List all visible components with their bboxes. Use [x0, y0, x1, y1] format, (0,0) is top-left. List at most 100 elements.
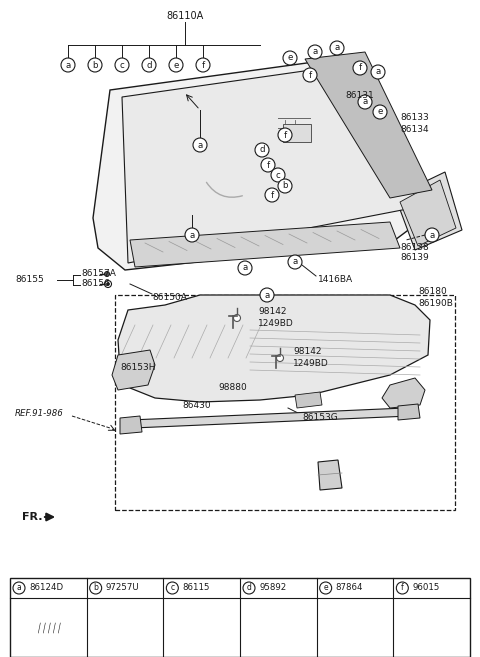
Text: a: a: [375, 68, 381, 76]
Circle shape: [185, 228, 199, 242]
Circle shape: [308, 45, 322, 59]
Circle shape: [288, 255, 302, 269]
Circle shape: [303, 68, 317, 82]
Circle shape: [276, 355, 284, 361]
Circle shape: [278, 128, 292, 142]
Text: 86115: 86115: [182, 583, 210, 593]
Polygon shape: [398, 404, 420, 420]
Text: a: a: [430, 231, 434, 240]
Bar: [115, 295, 455, 510]
Text: 86153H: 86153H: [120, 363, 156, 373]
Text: f: f: [202, 60, 204, 70]
Text: a: a: [292, 258, 298, 267]
Text: 86133: 86133: [400, 114, 429, 122]
Text: a: a: [242, 263, 248, 273]
Text: 86124D: 86124D: [29, 583, 63, 593]
Text: 86138: 86138: [400, 244, 429, 252]
FancyBboxPatch shape: [113, 616, 137, 640]
Circle shape: [353, 61, 367, 75]
Text: a: a: [264, 290, 270, 300]
Text: d: d: [146, 60, 152, 70]
Polygon shape: [400, 180, 456, 246]
Circle shape: [320, 582, 332, 594]
Circle shape: [330, 41, 344, 55]
Circle shape: [373, 105, 387, 119]
Text: 1249BD: 1249BD: [293, 359, 329, 367]
Text: a: a: [190, 231, 194, 240]
Circle shape: [107, 283, 109, 286]
Text: c: c: [120, 60, 124, 70]
Text: 98880: 98880: [218, 384, 247, 392]
Polygon shape: [318, 460, 342, 490]
Circle shape: [167, 582, 179, 594]
Bar: [442, 624, 447, 632]
Circle shape: [260, 288, 274, 302]
Circle shape: [193, 138, 207, 152]
FancyBboxPatch shape: [418, 618, 445, 637]
FancyBboxPatch shape: [119, 622, 131, 634]
Text: f: f: [359, 64, 361, 72]
Circle shape: [61, 58, 75, 72]
Text: b: b: [282, 181, 288, 191]
Text: 86156: 86156: [81, 279, 110, 288]
Text: e: e: [173, 60, 179, 70]
Circle shape: [265, 188, 279, 202]
Circle shape: [90, 582, 102, 594]
Text: e: e: [377, 108, 383, 116]
Polygon shape: [93, 55, 435, 270]
Text: 86150A: 86150A: [152, 294, 187, 302]
Polygon shape: [295, 392, 322, 408]
Text: f: f: [401, 583, 404, 593]
Text: a: a: [312, 47, 318, 57]
Circle shape: [238, 261, 252, 275]
Polygon shape: [118, 295, 430, 402]
Text: 86190B: 86190B: [418, 298, 453, 307]
Text: f: f: [266, 160, 270, 170]
FancyBboxPatch shape: [185, 616, 218, 639]
Polygon shape: [382, 378, 425, 408]
Text: 86430: 86430: [182, 401, 211, 411]
Text: 86180: 86180: [418, 288, 447, 296]
Text: 97257U: 97257U: [106, 583, 139, 593]
Circle shape: [13, 582, 25, 594]
Text: a: a: [197, 141, 203, 150]
Text: 1416BA: 1416BA: [318, 275, 353, 284]
Text: f: f: [270, 191, 274, 200]
Text: FR.: FR.: [22, 512, 43, 522]
Polygon shape: [120, 416, 142, 434]
Text: e: e: [288, 53, 293, 62]
Circle shape: [169, 58, 183, 72]
Circle shape: [271, 168, 285, 182]
Circle shape: [261, 158, 275, 172]
Text: b: b: [92, 60, 98, 70]
Text: a: a: [65, 60, 71, 70]
Text: 86155: 86155: [15, 275, 44, 284]
Circle shape: [243, 582, 255, 594]
Circle shape: [255, 143, 269, 157]
Polygon shape: [130, 408, 410, 428]
Circle shape: [273, 625, 283, 635]
Text: 86131: 86131: [345, 91, 374, 99]
FancyBboxPatch shape: [30, 620, 66, 636]
Text: 98142: 98142: [258, 307, 287, 317]
Text: f: f: [309, 70, 312, 79]
Text: 86157A: 86157A: [81, 269, 116, 277]
Text: f: f: [283, 131, 287, 139]
Text: 86110A: 86110A: [167, 11, 204, 21]
Text: a: a: [335, 43, 340, 53]
Circle shape: [88, 58, 102, 72]
Circle shape: [115, 58, 129, 72]
Polygon shape: [341, 620, 369, 632]
Polygon shape: [112, 350, 155, 390]
Text: REF.91-986: REF.91-986: [15, 409, 64, 417]
Text: c: c: [276, 171, 280, 179]
Text: 86134: 86134: [400, 124, 429, 133]
Circle shape: [283, 51, 297, 65]
Text: 95892: 95892: [259, 583, 286, 593]
Text: a: a: [17, 583, 22, 593]
Polygon shape: [269, 616, 288, 640]
Text: 87864: 87864: [336, 583, 363, 593]
Circle shape: [196, 58, 210, 72]
Circle shape: [142, 58, 156, 72]
Text: d: d: [247, 583, 252, 593]
